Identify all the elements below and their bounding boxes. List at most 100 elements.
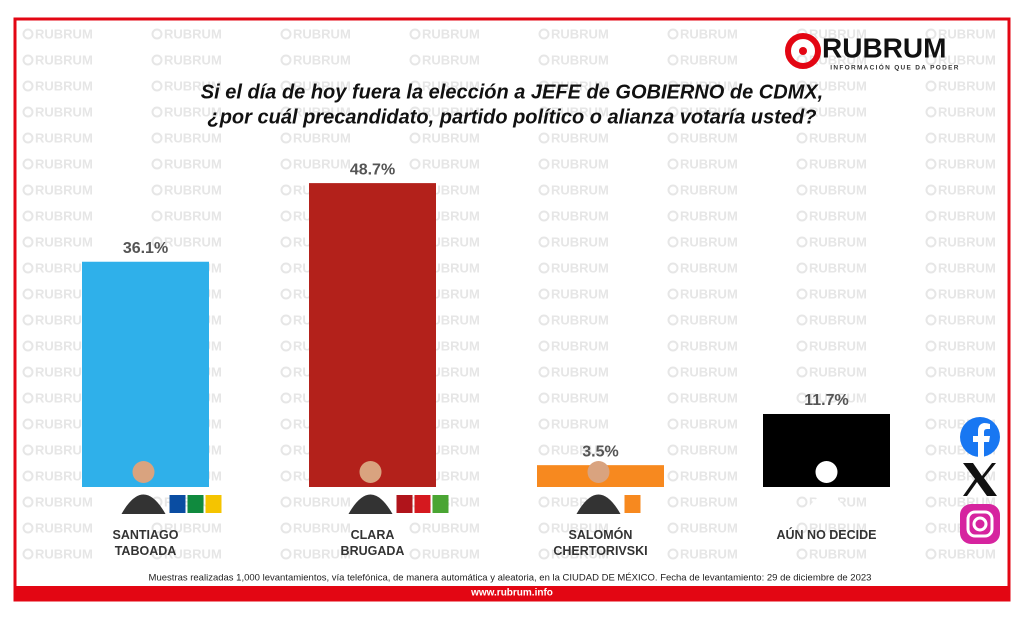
watermark: RUBRUM — [680, 520, 738, 535]
watermark: RUBRUM — [938, 156, 996, 171]
watermark-icon — [925, 184, 937, 196]
portrait-head — [359, 461, 382, 483]
watermark-icon — [538, 496, 550, 508]
watermark: RUBRUM — [809, 78, 867, 93]
watermark-icon — [22, 158, 34, 170]
watermark-icon — [409, 54, 421, 66]
watermark: RUBRUM — [680, 26, 738, 41]
watermark: RUBRUM — [35, 52, 93, 67]
watermark-icon — [796, 522, 808, 534]
watermark: RUBRUM — [551, 130, 609, 145]
watermark: RUBRUM — [35, 130, 93, 145]
watermark-icon — [538, 80, 550, 92]
watermark: RUBRUM — [680, 78, 738, 93]
watermark: RUBRUM — [809, 52, 867, 67]
party-logo — [396, 495, 413, 513]
watermark: RUBRUM — [293, 26, 351, 41]
watermark-icon — [925, 54, 937, 66]
watermark-icon — [22, 80, 34, 92]
watermark-icon — [667, 106, 679, 118]
watermark: RUBRUM — [293, 546, 351, 561]
watermark-icon — [925, 522, 937, 534]
watermark: RUBRUM — [422, 494, 480, 509]
watermark-icon — [280, 288, 292, 300]
watermark-icon — [925, 80, 937, 92]
category-label: SANTIAGO TABOADA — [113, 528, 179, 558]
watermark-icon — [409, 80, 421, 92]
watermark-icon — [796, 132, 808, 144]
watermark-icon — [796, 366, 808, 378]
watermark: RUBRUM — [680, 494, 738, 509]
watermark-icon — [22, 54, 34, 66]
category-line: TABOADA — [115, 544, 177, 558]
watermark: RUBRUM — [809, 312, 867, 327]
watermark: RUBRUM — [293, 520, 351, 535]
watermark: RUBRUM — [809, 208, 867, 223]
watermark-icon — [280, 418, 292, 430]
watermark-icon — [667, 288, 679, 300]
watermark-icon — [538, 236, 550, 248]
watermark-icon — [280, 106, 292, 118]
watermark-icon — [22, 444, 34, 456]
watermark-icon — [22, 236, 34, 248]
watermark: RUBRUM — [551, 312, 609, 327]
watermark-icon — [22, 340, 34, 352]
watermark-icon — [151, 28, 163, 40]
watermark-icon — [667, 418, 679, 430]
value-label: 11.7% — [804, 392, 848, 409]
x-icon — [963, 463, 997, 496]
watermark: RUBRUM — [551, 286, 609, 301]
watermark-icon — [151, 548, 163, 560]
watermark-icon — [409, 158, 421, 170]
watermark-icon — [538, 54, 550, 66]
logo-icon — [785, 33, 821, 69]
watermark-icon — [409, 548, 421, 560]
category-line: BRUGADA — [341, 544, 405, 558]
watermark-icon — [151, 158, 163, 170]
watermark: RUBRUM — [680, 416, 738, 431]
watermark-icon — [667, 340, 679, 352]
watermark-icon — [667, 548, 679, 560]
watermark-icon — [280, 496, 292, 508]
watermark-icon — [538, 210, 550, 222]
watermark-icon — [667, 392, 679, 404]
watermark: RUBRUM — [551, 182, 609, 197]
watermark-icon — [22, 496, 34, 508]
watermark: RUBRUM — [680, 312, 738, 327]
watermark: RUBRUM — [551, 338, 609, 353]
category-line: SANTIAGO — [113, 528, 179, 542]
watermark: RUBRUM — [551, 364, 609, 379]
watermark-icon — [538, 28, 550, 40]
watermark: RUBRUM — [938, 364, 996, 379]
watermark-icon — [280, 54, 292, 66]
watermark-icon — [151, 106, 163, 118]
watermark-icon — [22, 132, 34, 144]
watermark-icon — [925, 236, 937, 248]
watermark: RUBRUM — [680, 52, 738, 67]
watermark: RUBRUM — [809, 26, 867, 41]
portrait-head — [815, 461, 838, 483]
watermark: RUBRUM — [422, 416, 480, 431]
watermark: RUBRUM — [938, 260, 996, 275]
watermark: RUBRUM — [680, 260, 738, 275]
watermark: RUBRUM — [680, 156, 738, 171]
party-logo — [432, 495, 449, 513]
portrait-head — [132, 461, 155, 483]
watermark-icon — [925, 158, 937, 170]
watermark-icon — [796, 314, 808, 326]
watermark: RUBRUM — [35, 234, 93, 249]
website: www.rubrum.info — [470, 588, 553, 599]
watermark-icon — [151, 54, 163, 66]
watermark: RUBRUM — [35, 104, 93, 119]
watermark: RUBRUM — [422, 546, 480, 561]
watermark: RUBRUM — [422, 52, 480, 67]
watermark-icon — [151, 210, 163, 222]
watermark: RUBRUM — [422, 104, 480, 119]
watermark-icon — [538, 288, 550, 300]
watermark-icon — [151, 184, 163, 196]
watermark-icon — [667, 184, 679, 196]
watermark: RUBRUM — [938, 78, 996, 93]
watermark-icon — [22, 184, 34, 196]
watermark-icon — [925, 288, 937, 300]
watermark-icon — [22, 470, 34, 482]
